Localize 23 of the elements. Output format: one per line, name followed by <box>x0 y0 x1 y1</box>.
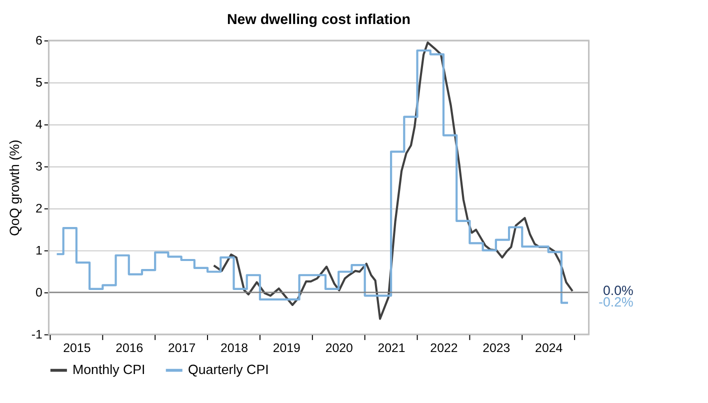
y-tick-label: 2 <box>36 202 43 216</box>
x-tick-label: 2024 <box>535 340 563 355</box>
legend-label: Monthly CPI <box>72 362 146 378</box>
x-tick-label: 2021 <box>378 340 406 355</box>
x-tick-label: 2018 <box>220 340 248 355</box>
y-tick-label: 6 <box>36 34 43 48</box>
chart-title: New dwelling cost inflation <box>226 12 410 28</box>
x-tick-label: 2020 <box>325 340 353 355</box>
x-tick-label: 2016 <box>116 340 144 355</box>
y-tick-label: 4 <box>36 118 43 132</box>
y-tick-label: 1 <box>36 244 43 258</box>
y-tick-label: -1 <box>31 328 43 342</box>
line-series <box>212 41 574 320</box>
y-tick-label: 3 <box>36 160 43 174</box>
x-tick-label: 2023 <box>482 340 510 355</box>
y-axis-title: QoQ growth (%) <box>7 140 22 236</box>
x-tick-label: 2017 <box>168 340 196 355</box>
y-tick-label: 0 <box>36 286 43 300</box>
legend-label: Quarterly CPI <box>188 362 269 378</box>
y-tick-label: 5 <box>36 76 43 90</box>
x-tick-label: 2015 <box>63 340 91 355</box>
x-tick-label: 2022 <box>430 340 458 355</box>
x-tick-label: 2019 <box>272 340 301 355</box>
